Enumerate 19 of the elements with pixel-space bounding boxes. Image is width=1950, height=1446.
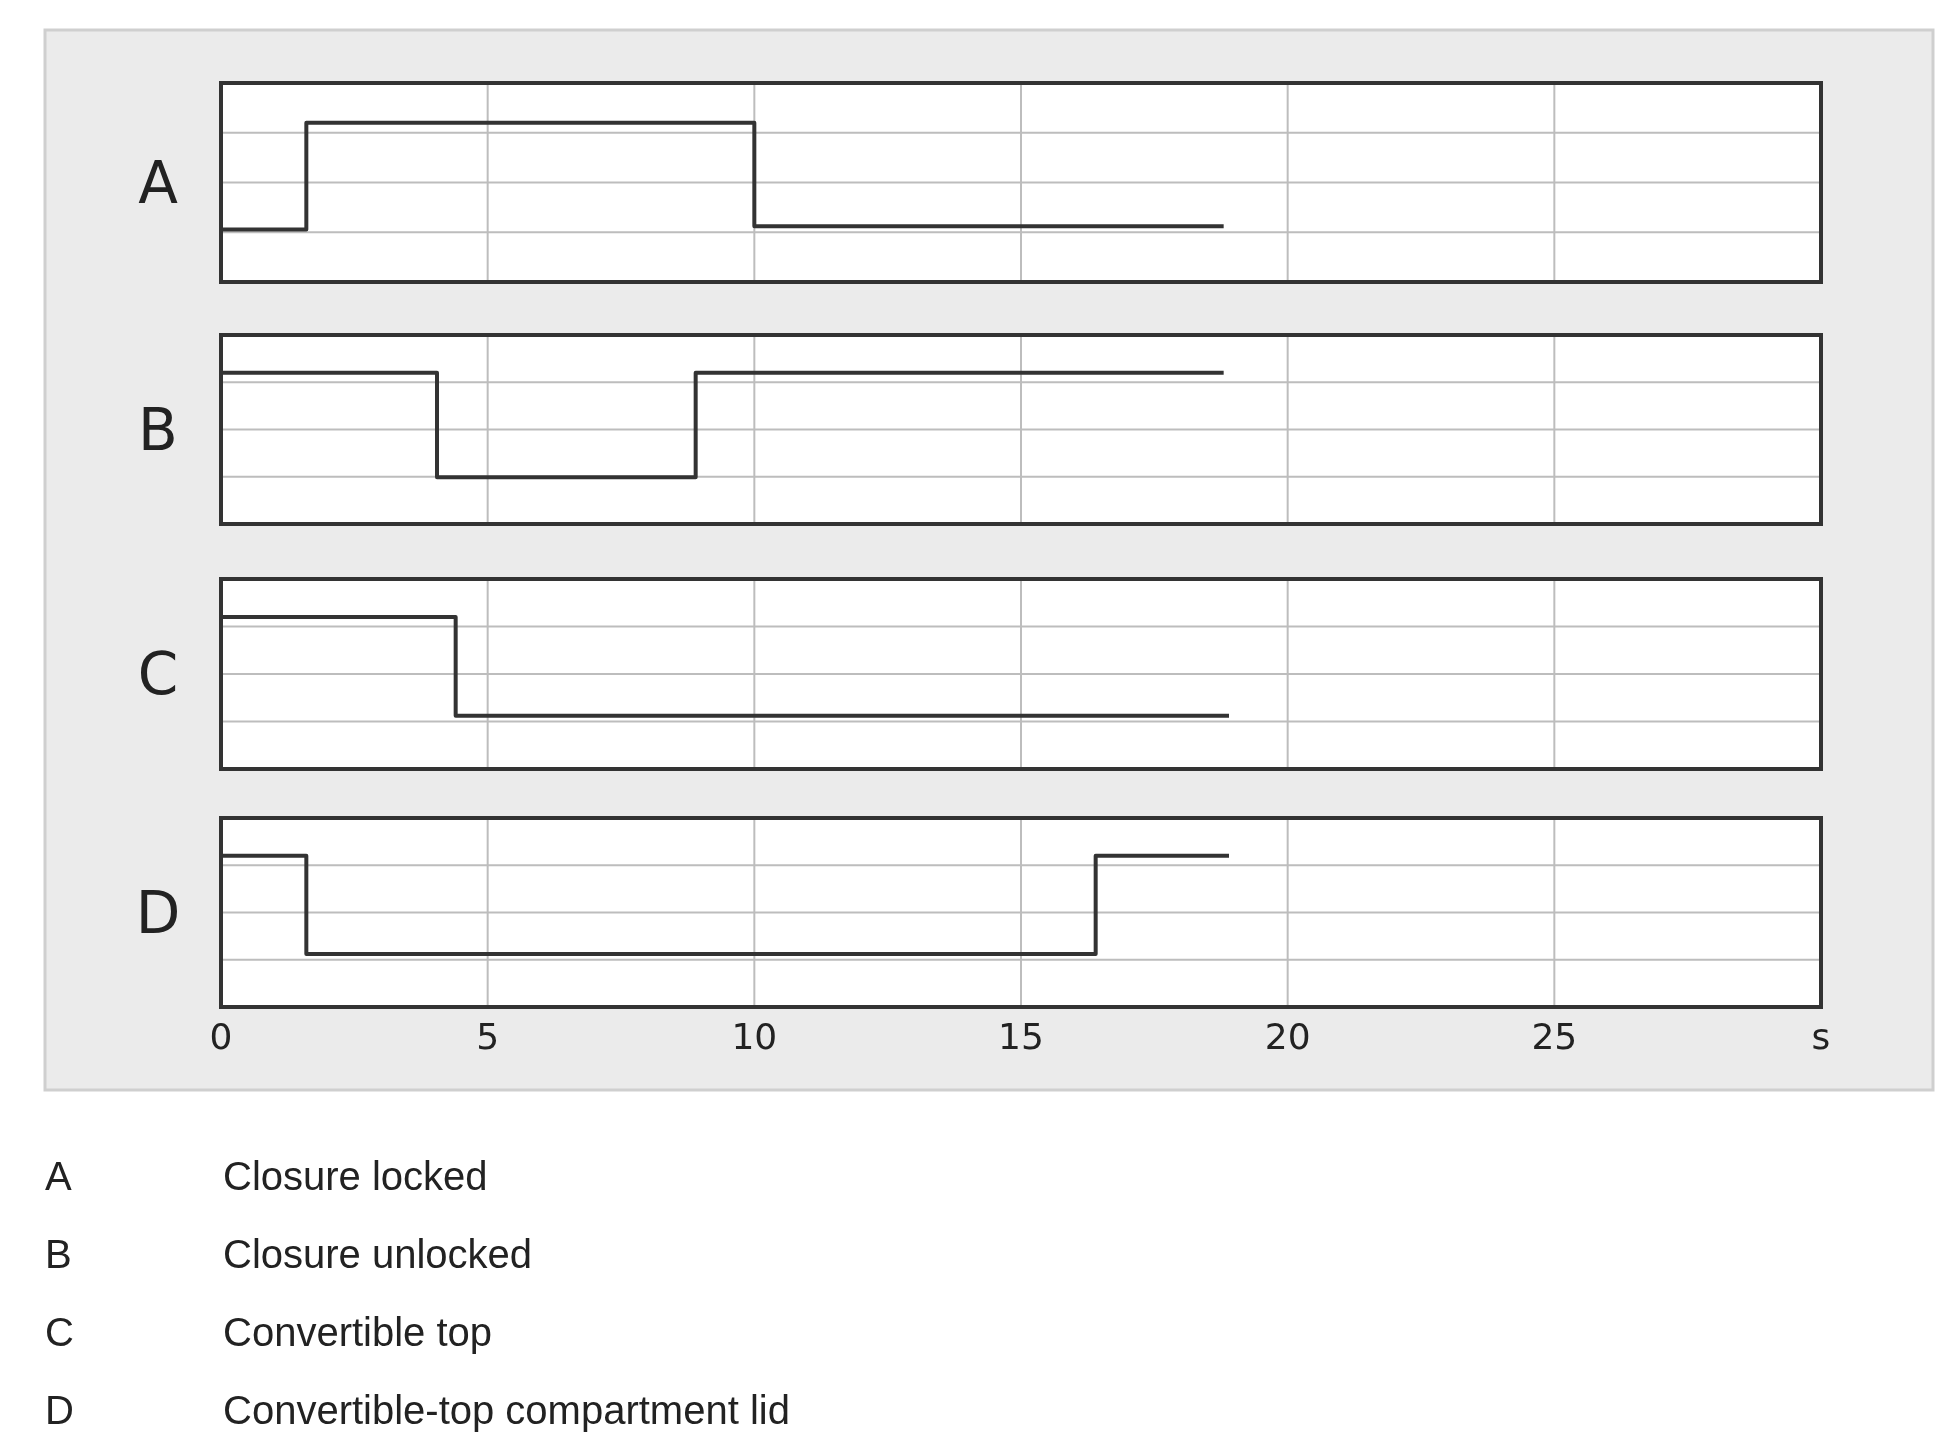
text: D — [45, 1388, 74, 1432]
x-tick-label: 20 — [1264, 1016, 1311, 1057]
text: C — [45, 1310, 74, 1354]
text: Closure locked — [223, 1154, 488, 1198]
text: Convertible-top compartment lid — [223, 1388, 790, 1432]
text: Convertible top — [223, 1310, 493, 1354]
x-tick-label: 5 — [476, 1016, 500, 1057]
x-tick-label: s — [1811, 1016, 1831, 1057]
y-axis-title: C — [137, 640, 179, 708]
text: Closure unlocked — [223, 1232, 533, 1276]
x-tick-label: 0 — [209, 1016, 233, 1057]
y-axis-title: D — [135, 878, 181, 947]
x-tick-label: 10 — [731, 1016, 778, 1057]
x-tick-label: 25 — [1531, 1016, 1578, 1057]
text: B — [45, 1232, 72, 1276]
y-axis-title: A — [138, 148, 179, 217]
text: A — [45, 1154, 72, 1198]
y-axis-title: B — [138, 395, 178, 464]
x-tick-label: 15 — [998, 1016, 1044, 1057]
